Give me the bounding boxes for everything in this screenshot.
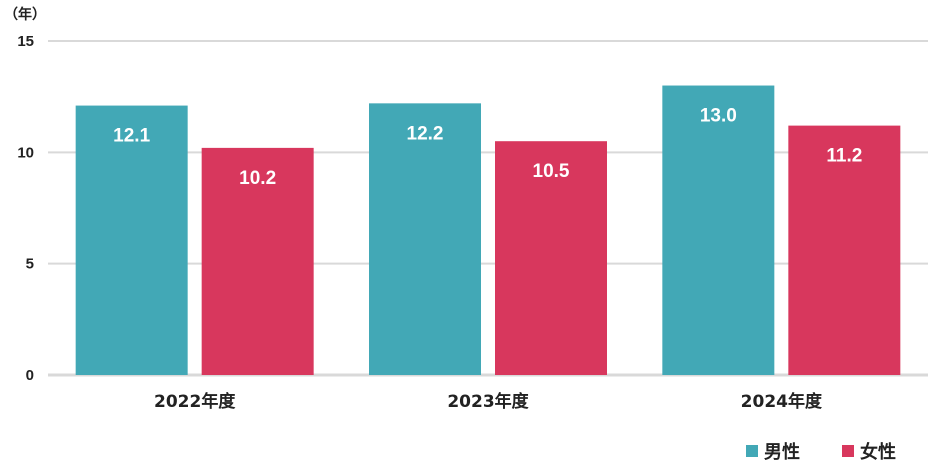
- bars: 12.1 10.2 12.2 10.5 13.0 11.2: [75, 85, 901, 376]
- y-tick-label: 10: [17, 144, 34, 161]
- legend: 男性 女性: [746, 441, 896, 463]
- x-axis-categories: 2022年度 2023年度 2024年度: [154, 391, 823, 412]
- data-label: 10.5: [533, 161, 570, 182]
- bar-male: [369, 103, 481, 375]
- y-tick-label: 5: [26, 256, 34, 273]
- bar-male: [75, 105, 188, 375]
- data-label: 12.2: [407, 123, 444, 144]
- y-unit-label: （年）: [4, 6, 46, 23]
- legend-label-male: 男性: [764, 441, 800, 463]
- bar-male: [662, 85, 775, 376]
- gridlines: [48, 40, 928, 377]
- y-tick-label: 15: [17, 33, 34, 50]
- y-axis-ticks: 0 5 10 15: [17, 33, 34, 384]
- x-category-label: 2024年度: [741, 391, 823, 412]
- data-label: 11.2: [826, 146, 862, 167]
- legend-swatch-female: [842, 445, 854, 457]
- bar-female: [788, 125, 901, 375]
- legend-label-female: 女性: [860, 441, 896, 463]
- data-label: 10.2: [239, 168, 276, 189]
- bar-female: [495, 141, 607, 375]
- x-category-label: 2023年度: [447, 391, 529, 412]
- x-category-label: 2022年度: [154, 391, 236, 412]
- data-label: 13.0: [700, 106, 737, 127]
- legend-swatch-male: [746, 445, 758, 457]
- y-tick-label: 0: [26, 367, 34, 384]
- data-label: 12.1: [113, 126, 150, 147]
- bar-female: [201, 147, 314, 375]
